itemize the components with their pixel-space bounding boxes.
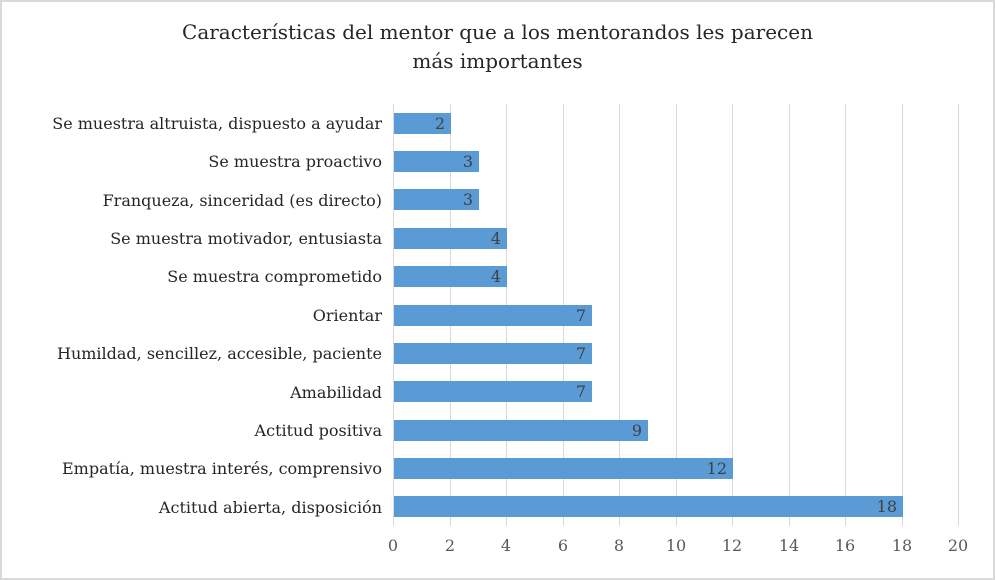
x-axis-tick-label: 2 (444, 536, 456, 555)
bar-value-label: 9 (631, 421, 642, 440)
bar-value-label: 12 (706, 459, 727, 478)
category-label: Actitud positiva (254, 420, 382, 440)
gridline-x-10 (676, 104, 677, 526)
gridline-x-0 (393, 104, 394, 526)
gridline-x-18 (902, 104, 903, 526)
gridline-x-12 (732, 104, 733, 526)
bar-value-label: 4 (490, 229, 501, 248)
category-label: Se muestra comprometido (167, 266, 382, 286)
bar: 7 (394, 305, 592, 326)
bar: 7 (394, 343, 592, 364)
gridline-x-14 (789, 104, 790, 526)
chart-title-line2: más importantes (412, 49, 583, 73)
x-axis-tick-label: 16 (834, 536, 856, 555)
bar: 12 (394, 458, 733, 479)
category-label: Se muestra proactivo (208, 151, 382, 171)
bar-value-label: 3 (462, 152, 473, 171)
x-axis-tick-label: 18 (891, 536, 913, 555)
x-axis-tick-label: 6 (557, 536, 569, 555)
category-label: Orientar (312, 305, 382, 325)
category-label: Humildad, sencillez, accesible, paciente (56, 343, 382, 363)
bar: 2 (394, 113, 451, 134)
x-axis-tick-label: 4 (500, 536, 512, 555)
bar: 4 (394, 228, 507, 249)
bar-value-label: 2 (434, 114, 445, 133)
category-label: Se muestra motivador, entusiasta (110, 228, 382, 248)
bar: 4 (394, 266, 507, 287)
x-axis-tick-label: 14 (778, 536, 800, 555)
category-label: Empatía, muestra interés, comprensivo (62, 458, 382, 478)
x-axis-tick-label: 12 (721, 536, 743, 555)
bar-value-label: 7 (575, 382, 586, 401)
bar-value-label: 3 (462, 190, 473, 209)
value-axis: 0 2 4 6 8 10 12 14 16 18 20 (388, 536, 968, 560)
chart-title: Características del mentor que a los men… (118, 18, 878, 76)
category-label: Actitud abierta, disposición (158, 497, 382, 517)
bar: 3 (394, 151, 479, 172)
bar-value-label: 18 (876, 497, 897, 516)
x-axis-tick-label: 0 (387, 536, 399, 555)
bar: 9 (394, 420, 648, 441)
bar-value-label: 4 (490, 267, 501, 286)
bar: 18 (394, 496, 903, 517)
chart-title-line1: Características del mentor que a los men… (182, 20, 813, 44)
gridline-x-20 (958, 104, 959, 526)
gridline-x-8 (619, 104, 620, 526)
x-axis-tick-label: 20 (947, 536, 969, 555)
bar-value-label: 7 (575, 344, 586, 363)
category-label: Franqueza, sinceridad (es directo) (102, 190, 382, 210)
plot-area: 2 3 3 4 4 7 7 7 9 12 18 (393, 104, 960, 526)
bar: 7 (394, 381, 592, 402)
gridline-x-16 (845, 104, 846, 526)
category-label: Se muestra altruista, dispuesto a ayudar (52, 113, 382, 133)
bar-value-label: 7 (575, 306, 586, 325)
category-label: Amabilidad (290, 382, 382, 402)
x-axis-tick-label: 10 (665, 536, 687, 555)
bar: 3 (394, 189, 479, 210)
category-axis: Se muestra altruista, dispuesto a ayudar… (2, 104, 388, 526)
x-axis-tick-label: 8 (613, 536, 625, 555)
